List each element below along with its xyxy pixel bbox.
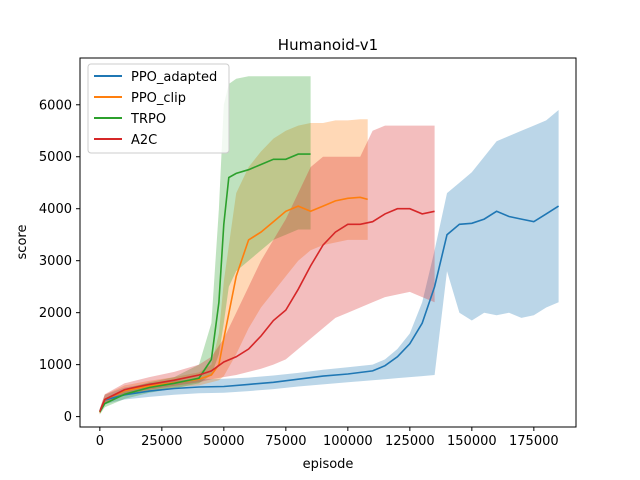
x-tick-label: 75000 (265, 434, 306, 449)
x-tick-label: 175000 (509, 434, 559, 449)
band-ppo-adapted (99, 110, 559, 414)
series-lines (99, 153, 560, 413)
x-tick-label: 25000 (141, 434, 182, 449)
y-tick-label: 0 (64, 410, 72, 425)
band-ppo-clip (99, 119, 368, 415)
band-trpo (99, 76, 311, 415)
x-tick-label: 0 (96, 434, 104, 449)
legend-label-ppo-adapted: PPO_adapted (131, 70, 217, 85)
line-ppo-adapted (99, 205, 560, 412)
legend-label-a2c: A2C (131, 133, 157, 148)
x-tick-label: 150000 (447, 434, 497, 449)
y-axis-label: score (15, 225, 30, 260)
line-a2c (99, 207, 435, 412)
y-tick-label: 4000 (39, 202, 72, 217)
legend-box (87, 63, 230, 154)
x-axis-ticks: 0 25000 50000 75000 100000 125000 150000 175000 (96, 427, 559, 449)
line-trpo (99, 153, 311, 413)
legend: PPO_adapted PPO_clip TRPO A2C (87, 63, 230, 154)
y-tick-label: 1000 (39, 358, 72, 373)
axes-frame (79, 57, 577, 428)
chart-title: Humanoid-v1 (278, 36, 378, 54)
legend-label-trpo: TRPO (130, 112, 166, 127)
y-tick-label: 6000 (39, 98, 72, 113)
y-tick-label: 3000 (39, 254, 72, 269)
x-tick-label: 125000 (385, 434, 435, 449)
y-axis-ticks: 0 1000 2000 3000 4000 5000 6000 (39, 98, 80, 425)
y-tick-label: 5000 (39, 150, 72, 165)
line-ppo-clip (99, 196, 368, 413)
x-tick-label: 100000 (323, 434, 373, 449)
x-axis-label: episode (303, 457, 354, 472)
x-tick-label: 50000 (203, 434, 244, 449)
legend-label-ppo-clip: PPO_clip (131, 91, 186, 106)
y-tick-label: 2000 (39, 306, 72, 321)
